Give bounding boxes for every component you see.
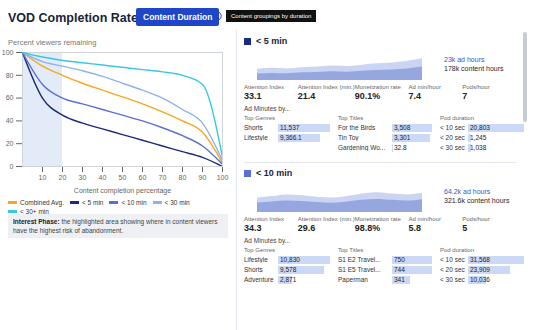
- svg-text:100: 100: [217, 174, 229, 181]
- html-text:Monetization rate: Monetization rate: [354, 216, 401, 222]
- html-text:< 30 sec: < 30 sec: [440, 144, 465, 151]
- html-text:Top Genres: Top Genres: [244, 115, 275, 121]
- html-text:21.4: 21.4: [297, 91, 316, 101]
- html-text:Content groupings by duration: Content groupings by duration: [231, 13, 312, 19]
- html-text:Lifestyle: Lifestyle: [244, 134, 268, 141]
- html-text:23k ad hours: 23k ad hours: [444, 56, 485, 63]
- html-text:Attention Index (min.): Attention Index (min.): [297, 84, 355, 90]
- html-text:Ad Minutes by...: Ad Minutes by...: [244, 237, 291, 244]
- html-text:< 20 sec: < 20 sec: [440, 134, 465, 141]
- html-text:Shorts: Shorts: [244, 266, 263, 273]
- html-text:Shorts: Shorts: [244, 124, 263, 131]
- html-text:< 10 sec: < 10 sec: [440, 124, 465, 131]
- html-text:Gardening Wo...: Gardening Wo...: [338, 144, 386, 151]
- svg-text:20: 20: [6, 140, 14, 147]
- html-text:< 10 min: < 10 min: [121, 199, 147, 206]
- html-text:178k content hours: 178k content hours: [444, 65, 504, 72]
- html-text:3,301: 3,301: [394, 133, 411, 141]
- html-text:< 20 sec: < 20 sec: [440, 266, 465, 273]
- html-text:< 10 min: < 10 min: [256, 168, 293, 178]
- html-text:5.8: 5.8: [408, 223, 421, 233]
- html-text:Percent viewers remaining: Percent viewers remaining: [8, 38, 97, 47]
- svg-text:20: 20: [59, 174, 67, 181]
- html-text:S1 E5 Travel...: S1 E5 Travel...: [338, 266, 381, 273]
- html-text:Pods/hour: Pods/hour: [462, 84, 490, 90]
- html-text:Pod duration: Pod duration: [440, 247, 474, 253]
- html-text:321.6k content hours: 321.6k content hours: [444, 197, 510, 204]
- html-text:341: 341: [394, 275, 405, 283]
- svg-text:100: 100: [2, 49, 14, 56]
- html-text:Ad Minutes by...: Ad Minutes by...: [244, 105, 291, 112]
- html-text:98.8%: 98.8%: [354, 223, 381, 233]
- svg-text:50: 50: [119, 174, 127, 181]
- html-text:Lifestyle: Lifestyle: [244, 256, 268, 263]
- html-text:10,830: 10,830: [280, 255, 300, 263]
- html-text:Tin Toy: Tin Toy: [338, 134, 359, 141]
- html-text:7: 7: [462, 91, 468, 101]
- html-text:10,036: 10,036: [470, 275, 490, 283]
- html-text:33.1: 33.1: [244, 91, 262, 101]
- html-text:Paperman: Paperman: [338, 276, 368, 283]
- html-text:Monetization rate: Monetization rate: [354, 84, 401, 90]
- html-text:32.8: 32.8: [394, 143, 407, 151]
- svg-text:60: 60: [6, 94, 14, 101]
- html-text:23,909: 23,909: [470, 265, 490, 273]
- html-text:Content Duration: Content Duration: [143, 12, 213, 22]
- html-text:Ad min/hour: Ad min/hour: [408, 216, 441, 222]
- html-text:< 5 min: < 5 min: [82, 199, 104, 206]
- svg-text:60: 60: [139, 174, 147, 181]
- svg-text:30: 30: [79, 174, 87, 181]
- html-text:Pods/hour: Pods/hour: [462, 216, 490, 222]
- svg-text:0: 0: [10, 163, 14, 170]
- html-text:7.4: 7.4: [408, 91, 421, 101]
- html-text:1,245: 1,245: [470, 133, 487, 141]
- html-text:Pod duration: Pod duration: [440, 115, 474, 121]
- html-text:3,508: 3,508: [394, 123, 411, 131]
- svg-text:40: 40: [99, 174, 107, 181]
- html-text:Top Titles: Top Titles: [338, 115, 364, 121]
- html-text:90.1%: 90.1%: [354, 91, 381, 101]
- html-text:64.2k ad hours: 64.2k ad hours: [444, 188, 491, 195]
- html-text:31,568: 31,568: [470, 255, 490, 263]
- html-text:Attention Index (min.): Attention Index (min.): [297, 216, 355, 222]
- svg-text:70: 70: [159, 174, 167, 181]
- html-text:Top Genres: Top Genres: [244, 247, 275, 253]
- html-text:750: 750: [394, 255, 405, 263]
- html-text:11,537: 11,537: [280, 123, 300, 131]
- svg-text:80: 80: [179, 174, 187, 181]
- html-text:34.3: 34.3: [244, 223, 262, 233]
- html-text:< 10 sec: < 10 sec: [440, 256, 465, 263]
- html-text:20,803: 20,803: [470, 123, 490, 131]
- html-text:1,038: 1,038: [470, 143, 487, 151]
- html-text:< 5 min: < 5 min: [256, 36, 288, 46]
- html-text:S1 E2 Travel...: S1 E2 Travel...: [338, 256, 381, 263]
- html-text:2,871: 2,871: [280, 275, 297, 283]
- html-text:Adventure: Adventure: [244, 276, 274, 283]
- svg-text:90: 90: [199, 174, 207, 181]
- html-text:Attention Index: Attention Index: [244, 216, 284, 222]
- html-text:< 30 min: < 30 min: [164, 199, 190, 206]
- html-text:< 30+ min: < 30+ min: [20, 208, 49, 215]
- html-text:Top Titles: Top Titles: [338, 247, 364, 253]
- html-text:5: 5: [462, 223, 468, 233]
- html-text:744: 744: [394, 265, 405, 273]
- html-text:9,578: 9,578: [280, 265, 297, 273]
- html-text:VOD Completion Rates by: VOD Completion Rates by: [8, 11, 163, 25]
- svg-text:Content completion percentage: Content completion percentage: [74, 187, 171, 195]
- svg-text:80: 80: [6, 72, 14, 79]
- html-text:For the Birds: For the Birds: [338, 124, 376, 131]
- html-text:Interest Phase: the highlighte: Interest Phase: the highlighted area sho…: [13, 218, 218, 234]
- html-text:Attention Index: Attention Index: [244, 84, 284, 90]
- html-text:Ad min/hour: Ad min/hour: [408, 84, 441, 90]
- html-text:9,366.1: 9,366.1: [280, 133, 302, 141]
- html-text:< 30 sec: < 30 sec: [440, 276, 465, 283]
- html-text:29.6: 29.6: [297, 223, 316, 233]
- svg-text:10: 10: [39, 174, 47, 181]
- svg-text:40: 40: [6, 117, 14, 124]
- html-text:Combined Avg.: Combined Avg.: [20, 199, 64, 206]
